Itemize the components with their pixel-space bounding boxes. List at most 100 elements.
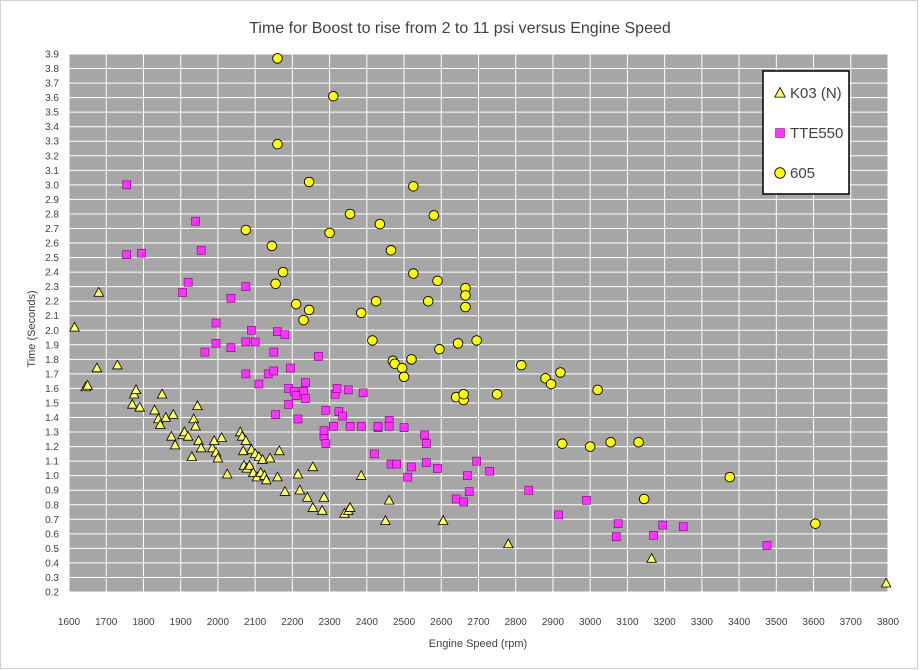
data-point-triangle — [169, 439, 181, 450]
y-tick-label: 3.5 — [45, 108, 59, 119]
data-point-triangle — [294, 484, 306, 495]
x-tick-label: 1800 — [132, 617, 155, 628]
data-point-triangle — [221, 468, 233, 479]
data-point-square — [319, 426, 329, 435]
data-point-square — [196, 245, 206, 255]
data-point-triangle — [160, 411, 172, 422]
y-tick-label: 0.4 — [45, 558, 59, 569]
data-point-triangle — [257, 453, 269, 464]
data-point-triangle — [279, 485, 291, 496]
data-point-circle — [471, 335, 482, 346]
data-point-triangle — [212, 452, 224, 463]
y-tick-label: 3.4 — [45, 122, 59, 133]
legend-label: 605 — [790, 165, 815, 182]
data-point-triangle — [167, 408, 179, 419]
y-tick-label: 1.9 — [45, 340, 59, 351]
y-tick-label: 2.3 — [45, 282, 59, 293]
data-point-square — [554, 510, 563, 520]
x-tick-label: 2100 — [244, 617, 267, 628]
legend-label: K03 (N) — [790, 85, 842, 102]
data-point-circle — [428, 210, 440, 221]
data-point-triangle — [182, 430, 194, 441]
x-tick-label: 3300 — [691, 617, 714, 628]
data-points — [69, 53, 892, 588]
x-tick-label: 2500 — [393, 617, 416, 628]
data-point-triangle — [272, 471, 283, 482]
data-point-triangle — [130, 384, 142, 395]
data-point-triangle — [208, 434, 220, 445]
data-point-triangle — [192, 400, 203, 411]
data-point-square — [226, 343, 236, 353]
data-point-square — [241, 282, 251, 291]
data-point-square — [485, 467, 494, 476]
data-point-circle — [370, 295, 382, 307]
data-point-square — [649, 530, 658, 540]
data-point-circle — [584, 441, 596, 452]
data-point-square — [369, 449, 379, 459]
data-point-triangle — [154, 418, 166, 429]
y-tick-label: 3.3 — [45, 137, 59, 148]
data-point-circle — [270, 278, 281, 289]
y-tick-label: 3.9 — [45, 50, 59, 61]
data-point-triangle — [318, 491, 330, 502]
data-point-square — [345, 421, 355, 431]
data-point-square — [373, 421, 383, 431]
data-point-square — [329, 421, 338, 431]
data-point-triangle — [307, 501, 319, 512]
data-point-triangle — [344, 501, 356, 512]
data-point-square — [211, 318, 221, 328]
data-point-square — [403, 472, 413, 482]
data-point-circle — [272, 53, 283, 64]
data-point-square — [247, 325, 256, 335]
data-point-circle — [396, 362, 408, 374]
y-tick-label: 1.8 — [45, 355, 59, 366]
data-point-circle — [460, 301, 471, 313]
data-point-circle — [408, 268, 419, 279]
data-point-circle — [638, 493, 650, 505]
data-point-square — [286, 363, 295, 373]
data-point-square — [420, 430, 429, 440]
data-point-circle — [277, 266, 289, 278]
data-point-square — [291, 391, 301, 401]
data-point-triangle — [188, 413, 200, 424]
data-point-square — [183, 277, 193, 287]
x-tick-labels: 1600 1700 1800 1900 2000 2100 2200 2300 2400 2500… — [58, 617, 900, 628]
x-tick-label: 2200 — [281, 617, 304, 628]
data-point-circle — [398, 371, 410, 383]
series-1 — [122, 180, 772, 550]
data-point-square — [254, 379, 264, 389]
data-point-circle — [592, 384, 603, 396]
data-point-circle — [516, 359, 527, 371]
y-tick-label: 1.0 — [45, 471, 59, 482]
data-point-square — [524, 485, 534, 495]
data-point-square — [273, 327, 282, 337]
x-tick-label: 2000 — [207, 617, 230, 628]
data-point-circle — [303, 304, 315, 316]
data-point-circle — [432, 275, 443, 287]
series-0 — [69, 286, 892, 588]
data-point-triangle — [190, 420, 201, 431]
data-point-triangle — [134, 401, 146, 412]
data-point-circle — [724, 471, 736, 483]
data-point-square — [459, 497, 468, 507]
y-tick-label: 2.2 — [45, 297, 59, 308]
data-point-square — [611, 532, 621, 542]
data-point-circle — [555, 367, 566, 378]
data-point-square — [178, 288, 187, 297]
data-point-square — [301, 378, 310, 387]
data-point-square — [269, 366, 279, 376]
data-point-square — [226, 293, 236, 303]
x-tick-label: 3800 — [877, 617, 900, 628]
data-point-square — [332, 384, 342, 393]
data-point-triangle — [880, 577, 892, 588]
data-point-square — [422, 439, 431, 448]
data-point-square — [301, 394, 310, 403]
data-point-triangle — [646, 552, 658, 563]
data-point-square — [241, 337, 251, 347]
y-tick-label: 1.3 — [45, 428, 59, 439]
data-point-circle — [324, 227, 335, 239]
data-point-square — [678, 522, 688, 531]
data-point-circle — [290, 298, 302, 310]
y-tick-label: 1.4 — [45, 413, 59, 424]
